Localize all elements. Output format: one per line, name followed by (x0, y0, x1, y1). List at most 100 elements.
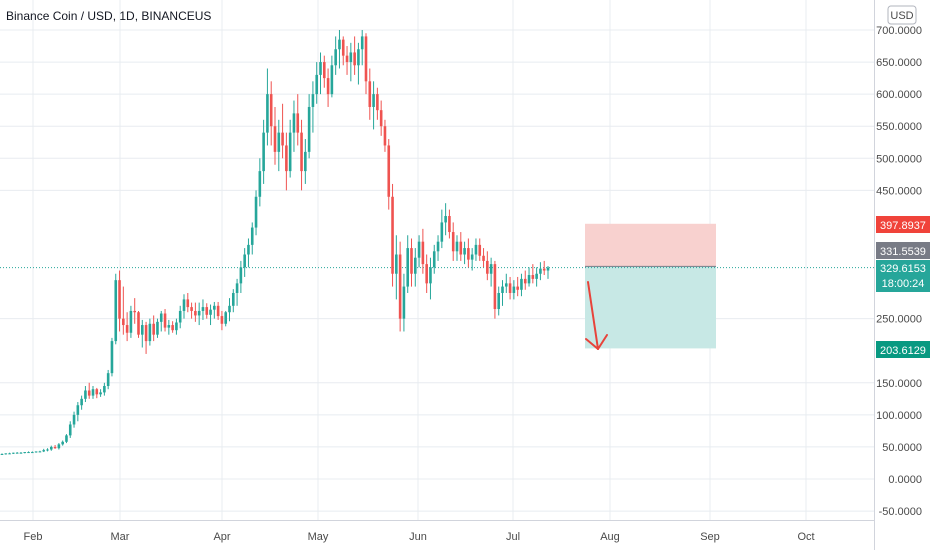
candle-body (444, 216, 447, 223)
candle (448, 209, 451, 239)
candle-body (402, 286, 406, 319)
candle-body (23, 452, 27, 454)
candle-body (84, 390, 87, 399)
candle (417, 235, 421, 268)
down-arrow-drawing[interactable] (585, 281, 608, 350)
candle (197, 302, 201, 326)
target-price-label: 203.6129 (876, 341, 930, 358)
candle-body (12, 452, 15, 454)
candle-body (46, 449, 49, 451)
candle (307, 94, 311, 159)
candle-body (474, 244, 478, 255)
candle (467, 238, 470, 268)
svg-text:329.6153: 329.6153 (880, 263, 926, 275)
currency-button[interactable]: USD (887, 5, 917, 25)
candle-body (489, 264, 493, 274)
candle-body (539, 268, 542, 274)
x-tick-label: Feb (24, 531, 43, 543)
take-profit-zone[interactable] (585, 266, 716, 349)
candle-body (144, 325, 148, 342)
candle (0, 453, 4, 455)
candle (383, 119, 387, 152)
candle-body (262, 132, 265, 172)
candle-body (95, 389, 99, 395)
candle (228, 298, 231, 322)
candle (34, 451, 38, 453)
candle (326, 68, 330, 107)
candle (254, 190, 258, 236)
candle (186, 292, 190, 313)
candle-body (535, 273, 538, 279)
candle-body (216, 305, 220, 317)
candle-body (201, 307, 205, 311)
price-axis[interactable]: 700.0000 650.0000 600.0000 550.0000 500.0000… (876, 25, 922, 518)
candle (398, 241, 402, 332)
candle (159, 310, 163, 332)
candle (436, 235, 440, 261)
candle (315, 62, 319, 104)
candle (281, 103, 284, 159)
candle-body (133, 310, 137, 313)
candle (508, 276, 512, 300)
candle (91, 385, 95, 399)
candle-body (512, 286, 516, 293)
y-tick-label: 600.0000 (876, 89, 922, 101)
candle-body (482, 255, 485, 261)
candle (65, 434, 68, 444)
candle (27, 451, 30, 454)
candle-body (122, 318, 125, 326)
y-tick-label: 550.0000 (876, 121, 922, 133)
candle-body (125, 325, 129, 333)
candle (376, 87, 379, 120)
y-tick-label: 100.0000 (876, 410, 922, 422)
candle-body (269, 94, 273, 127)
candle-body (34, 451, 38, 453)
candle-body (292, 113, 296, 133)
stop-loss-zone[interactable] (585, 223, 716, 267)
candle-body (421, 241, 425, 265)
candle (285, 132, 288, 191)
svg-text:397.8937: 397.8937 (880, 220, 926, 232)
y-tick-label: 0.0000 (888, 474, 922, 486)
candle-body (463, 248, 466, 255)
candle-body (254, 196, 258, 228)
currency-label: USD (890, 10, 913, 22)
candle (114, 273, 118, 345)
candle (368, 68, 372, 120)
candle (250, 222, 254, 255)
candle (432, 244, 436, 274)
candle (546, 266, 550, 279)
candle-body (91, 389, 95, 396)
stop-price-label: 397.8937 (876, 216, 930, 233)
candle-body (114, 280, 118, 342)
candle (80, 395, 83, 410)
candle-body (167, 325, 171, 328)
candle-body (531, 275, 535, 279)
candle-body (349, 52, 353, 63)
candle-body (417, 241, 421, 258)
candle-body (387, 145, 391, 197)
candle (531, 264, 535, 284)
svg-text:203.6129: 203.6129 (880, 345, 926, 357)
candle (125, 312, 129, 342)
candle (53, 445, 57, 449)
candle (501, 280, 504, 306)
candle-body (368, 81, 372, 107)
candle-body (353, 52, 356, 66)
candle (194, 302, 197, 322)
candle-body (213, 305, 216, 310)
y-tick-label: -50.0000 (879, 506, 922, 518)
candle-body (80, 398, 83, 406)
candle-body (326, 78, 330, 95)
candle (163, 309, 167, 332)
candle-body (182, 299, 186, 311)
time-axis[interactable]: Feb Mar Apr May Jun Jul Aug Sep Oct (24, 531, 815, 543)
candle (357, 42, 360, 85)
candle (42, 448, 46, 453)
svg-text:331.5539: 331.5539 (880, 246, 926, 258)
candle (220, 310, 224, 331)
candle (474, 238, 478, 261)
candle (243, 248, 246, 277)
